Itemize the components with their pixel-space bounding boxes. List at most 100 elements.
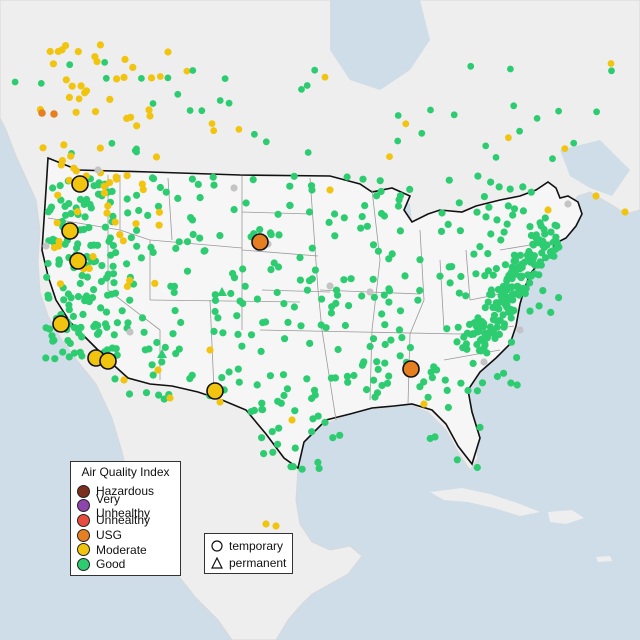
good-monitor xyxy=(401,272,409,280)
good-monitor xyxy=(51,355,59,363)
good-monitor xyxy=(516,272,524,280)
canada-monitor xyxy=(386,153,393,161)
hazardous-swatch-icon xyxy=(77,484,90,498)
canada-monitor xyxy=(450,111,458,119)
moderate-monitor xyxy=(592,192,600,200)
good-monitor xyxy=(95,328,103,336)
good-monitor xyxy=(510,306,518,314)
good-monitor xyxy=(275,231,283,239)
moderate-monitor xyxy=(216,398,224,406)
good-monitor xyxy=(424,393,432,401)
good-monitor xyxy=(374,247,382,255)
moderate-monitor xyxy=(82,87,91,95)
good-monitor xyxy=(303,286,311,294)
good-monitor xyxy=(94,321,102,329)
good-monitor xyxy=(170,288,178,297)
good-monitor xyxy=(145,345,153,353)
legend-label: Unhealthy xyxy=(96,513,151,528)
moderate-monitor xyxy=(100,189,109,197)
good-monitor xyxy=(359,359,367,368)
good-monitor xyxy=(133,226,141,234)
good-monitor xyxy=(369,275,377,283)
legend-item-unhealthy: Unhealthy xyxy=(77,513,174,528)
good-monitor xyxy=(511,257,520,265)
good-monitor xyxy=(487,178,495,186)
good-monitor xyxy=(428,374,436,382)
canada-monitor xyxy=(221,75,229,82)
good-monitor xyxy=(149,248,157,256)
good-monitor xyxy=(396,227,404,235)
good-monitor xyxy=(284,318,292,326)
good-monitor xyxy=(67,210,75,218)
good-monitor xyxy=(378,381,386,390)
good-monitor xyxy=(341,321,349,330)
canada-monitor xyxy=(183,67,191,75)
good-monitor xyxy=(258,405,266,414)
moderate-monitor xyxy=(138,180,146,188)
good-monitor xyxy=(438,209,446,217)
canada-monitor xyxy=(102,74,110,82)
good-monitor xyxy=(303,375,311,383)
good-monitor xyxy=(230,274,239,282)
good-monitor xyxy=(257,347,265,355)
good-monitor xyxy=(242,199,250,207)
good-monitor xyxy=(298,465,306,473)
moderate-monitor xyxy=(146,112,154,120)
good-monitor xyxy=(472,270,480,278)
good-monitor xyxy=(219,329,227,337)
good-monitor xyxy=(109,212,117,220)
moderate-monitor xyxy=(68,82,76,90)
good-monitor xyxy=(133,191,141,199)
legend-item-moderate: Moderate xyxy=(77,542,174,557)
good-monitor xyxy=(188,175,196,183)
good-monitor xyxy=(345,302,353,310)
good-monitor xyxy=(347,275,355,283)
good-monitor xyxy=(296,276,304,284)
moderate-monitor xyxy=(121,55,129,64)
canada-monitor xyxy=(533,115,541,122)
good-swatch-icon xyxy=(77,557,90,571)
temporary-monitor-marker xyxy=(206,382,224,400)
good-monitor xyxy=(420,378,428,386)
good-monitor xyxy=(536,219,544,227)
triangle-outline-icon xyxy=(211,556,223,569)
good-monitor xyxy=(86,200,94,209)
good-monitor xyxy=(127,234,135,242)
good-monitor xyxy=(387,336,395,344)
good-monitor xyxy=(463,345,471,353)
canada-monitor xyxy=(427,106,434,114)
moderate-monitor xyxy=(272,522,280,530)
good-monitor xyxy=(290,303,298,311)
unknown-monitor xyxy=(126,328,134,336)
moderate-monitor xyxy=(56,280,64,288)
good-monitor xyxy=(230,206,238,214)
good-monitor xyxy=(506,185,514,193)
good-monitor xyxy=(45,294,53,302)
canada-monitor xyxy=(570,139,578,147)
good-monitor xyxy=(155,391,163,399)
good-monitor xyxy=(94,241,102,249)
moderate-monitor xyxy=(91,108,100,116)
good-monitor xyxy=(274,440,282,448)
good-monitor xyxy=(395,326,404,334)
good-monitor xyxy=(78,271,86,280)
good-monitor xyxy=(70,324,79,332)
good-monitor xyxy=(361,202,369,210)
moderate-monitor xyxy=(77,82,85,90)
gulf-of-st-lawrence xyxy=(560,140,630,196)
good-monitor xyxy=(118,307,126,315)
canada-monitor xyxy=(149,100,157,107)
good-monitor xyxy=(453,338,461,346)
canada-monitor xyxy=(561,145,569,153)
good-monitor xyxy=(123,195,131,203)
good-monitor xyxy=(291,407,299,415)
moderate-monitor xyxy=(166,394,174,402)
good-monitor xyxy=(325,218,333,226)
good-monitor xyxy=(550,252,558,260)
unknown-monitor xyxy=(94,166,102,174)
good-monitor xyxy=(291,444,299,452)
canada-monitor xyxy=(198,107,206,115)
canada-monitor xyxy=(208,120,216,127)
good-monitor xyxy=(308,186,316,194)
canada-monitor xyxy=(418,129,426,137)
